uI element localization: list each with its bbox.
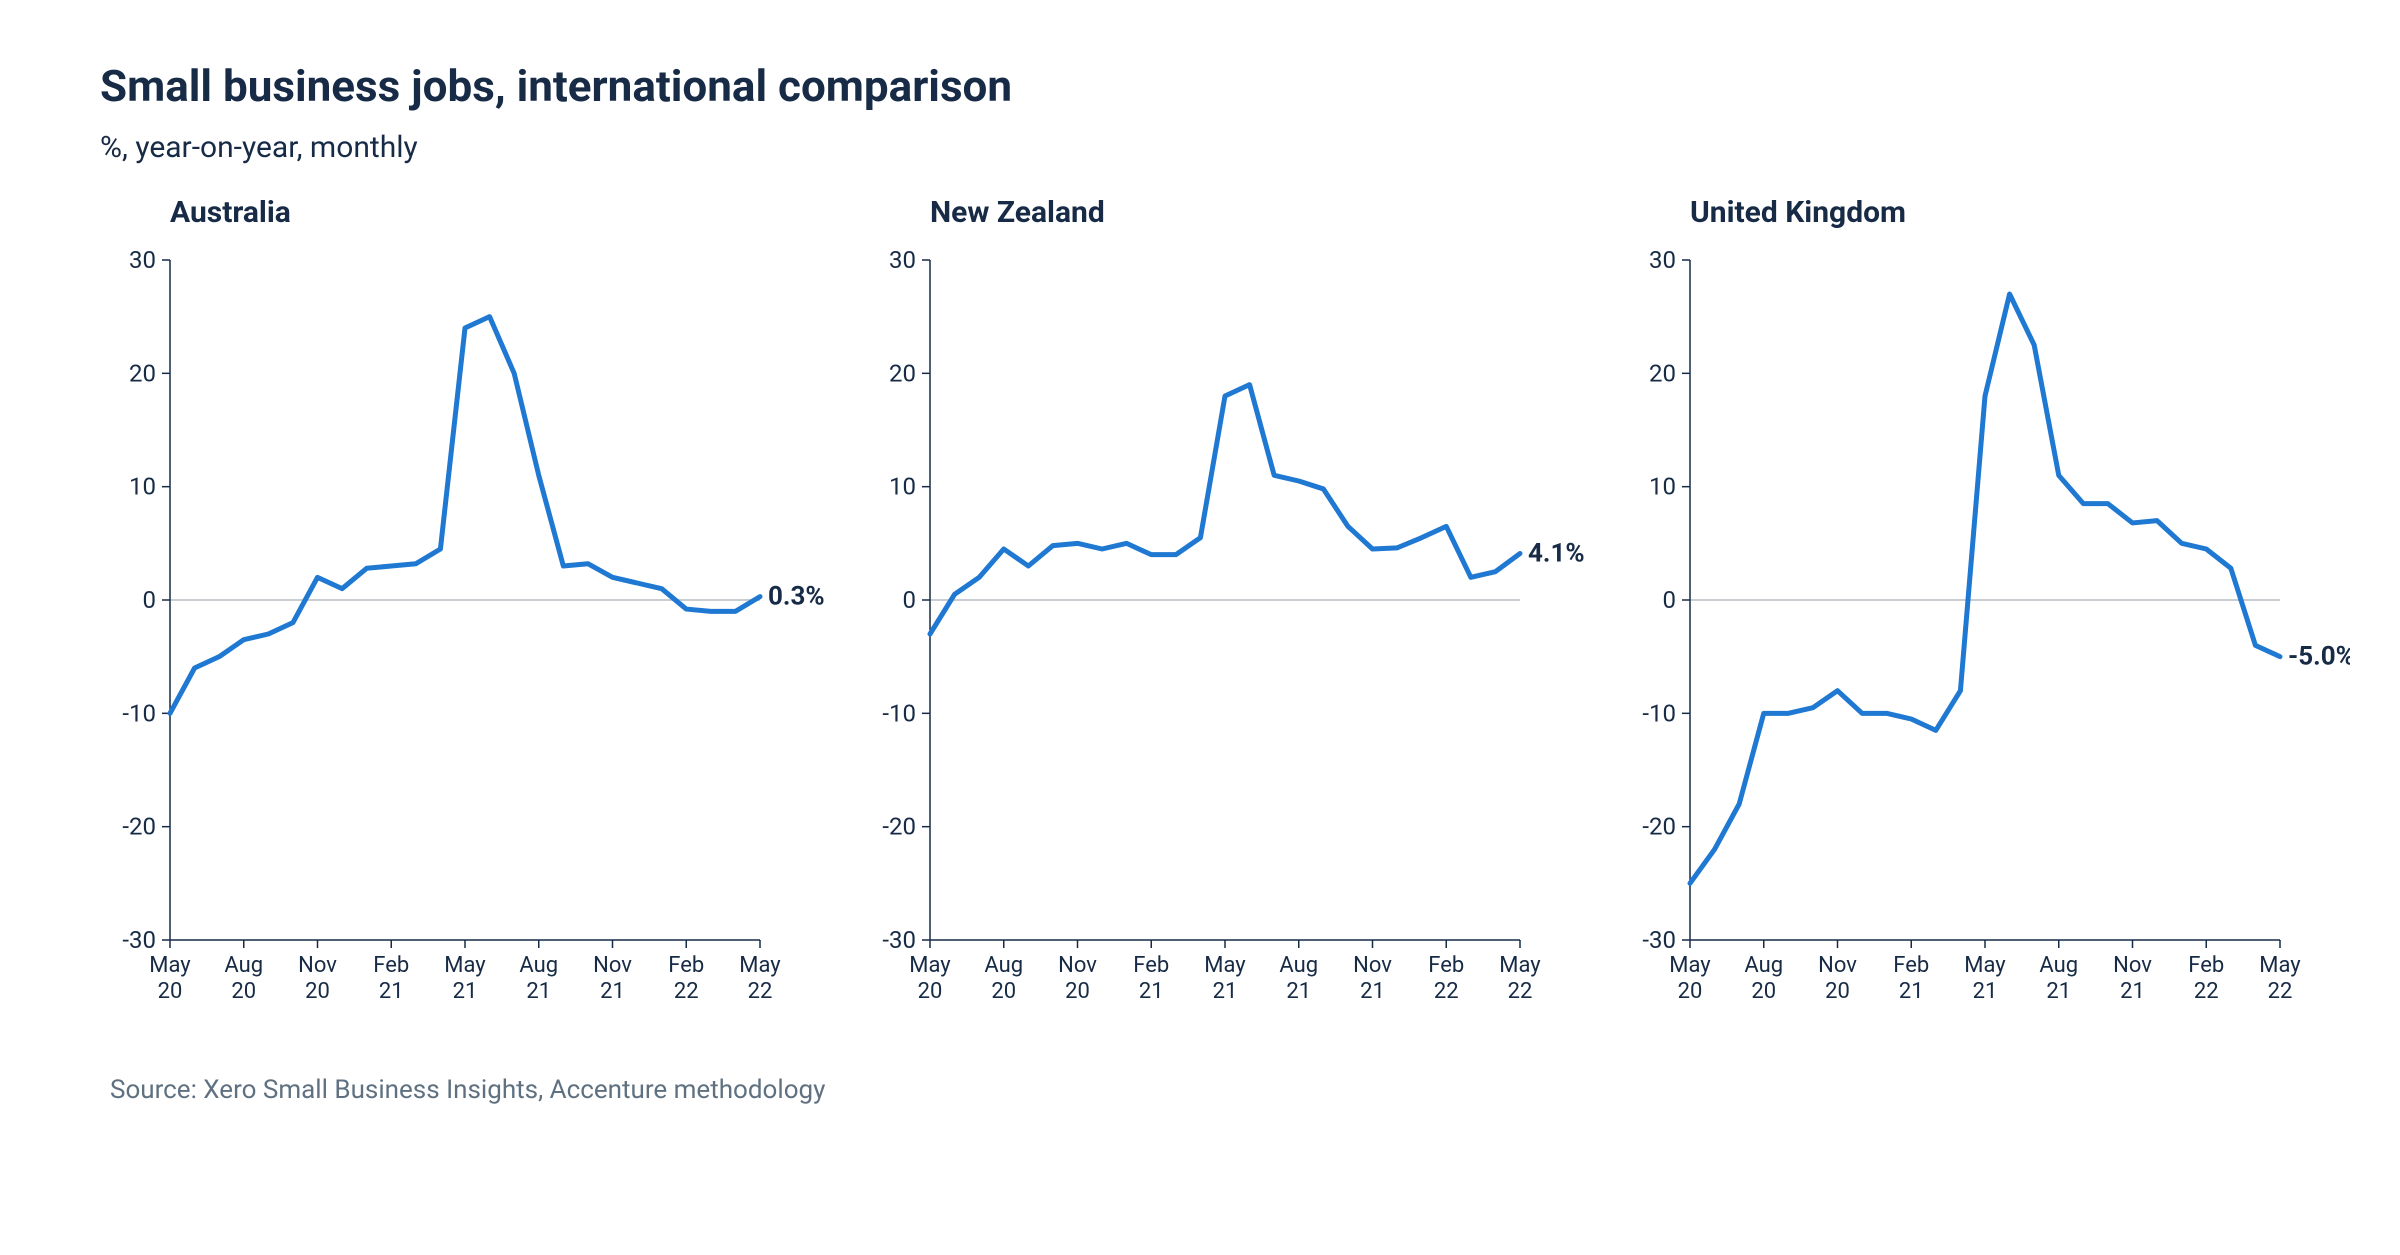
x-tick-label: Feb21: [373, 953, 409, 1004]
series-end-label: 0.3%: [768, 582, 825, 612]
x-tick-label: Aug21: [2039, 953, 2078, 1004]
y-tick-label: -20: [1642, 813, 1676, 841]
x-tick-label: May21: [444, 953, 486, 1004]
x-tick-label: May20: [149, 953, 191, 1004]
y-tick-label: 30: [889, 246, 916, 274]
charts-row: Australia -30 -20 -10 0 10 20 30 May20 Aug20 Nov2…: [100, 195, 2340, 1040]
x-tick-label: Aug21: [519, 953, 558, 1004]
x-tick-label: Nov21: [593, 953, 632, 1004]
y-tick-label: 30: [129, 246, 156, 274]
y-tick-label: 10: [1649, 473, 1676, 501]
y-tick-label: -30: [882, 926, 916, 954]
panel-new-zealand: New Zealand -30 -20 -10 0 10 20 30 May20 Aug20 No…: [860, 195, 1590, 1040]
x-tick-label: Nov20: [298, 953, 337, 1004]
x-tick-label: Nov21: [1353, 953, 1392, 1004]
x-tick-label: Feb22: [1428, 953, 1464, 1004]
y-tick-label: 10: [889, 473, 916, 501]
x-tick-label: May22: [1499, 953, 1541, 1004]
series-line: [1690, 294, 2280, 883]
plot: -30 -20 -10 0 10 20 30 May20 Aug20 Nov20 Feb21 May2…: [1620, 240, 2350, 1040]
x-tick-label: Aug20: [1744, 953, 1783, 1004]
x-tick-label: May20: [909, 953, 951, 1004]
panel-united-kingdom: United Kingdom -30 -20 -10 0 10 20 30 May20 Aug2…: [1620, 195, 2350, 1040]
x-tick-label: Feb22: [668, 953, 704, 1004]
y-tick-label: -20: [882, 813, 916, 841]
x-tick-label: Aug20: [984, 953, 1023, 1004]
y-tick-label: -10: [882, 699, 916, 727]
x-tick-label: Feb21: [1893, 953, 1929, 1004]
x-tick-label: May22: [2259, 953, 2301, 1004]
series-end-label: -5.0%: [2288, 642, 2350, 672]
x-tick-label: May21: [1964, 953, 2006, 1004]
x-tick-label: Nov20: [1058, 953, 1097, 1004]
x-tick-label: Aug20: [224, 953, 263, 1004]
x-tick-label: Feb22: [2188, 953, 2224, 1004]
y-tick-label: 20: [1649, 359, 1676, 387]
plot: -30 -20 -10 0 10 20 30 May20 Aug20 Nov20 Feb21 May2…: [860, 240, 1590, 1040]
plot: -30 -20 -10 0 10 20 30 May20 Aug20 Nov20 Feb21 May2…: [100, 240, 830, 1040]
chart-subtitle: %, year-on-year, monthly: [100, 130, 2340, 165]
y-tick-label: -10: [1642, 699, 1676, 727]
y-tick-label: -30: [122, 926, 156, 954]
y-tick-label: 30: [1649, 246, 1676, 274]
series-end-label: 4.1%: [1528, 539, 1585, 569]
y-tick-label: -20: [122, 813, 156, 841]
y-tick-label: -30: [1642, 926, 1676, 954]
source-text: Source: Xero Small Business Insights, Ac…: [110, 1075, 2340, 1105]
x-tick-label: Nov20: [1818, 953, 1857, 1004]
x-tick-label: Nov21: [2113, 953, 2152, 1004]
y-tick-label: 0: [903, 586, 917, 614]
y-tick-label: 20: [889, 359, 916, 387]
x-tick-label: Aug21: [1279, 953, 1318, 1004]
y-tick-label: -10: [122, 699, 156, 727]
x-tick-label: May21: [1204, 953, 1246, 1004]
x-tick-label: Feb21: [1133, 953, 1169, 1004]
y-tick-label: 20: [129, 359, 156, 387]
panel-title: United Kingdom: [1690, 195, 2350, 230]
y-tick-label: 10: [129, 473, 156, 501]
panel-australia: Australia -30 -20 -10 0 10 20 30 May20 Aug20 Nov2…: [100, 195, 830, 1040]
series-line: [930, 385, 1520, 634]
y-tick-label: 0: [143, 586, 157, 614]
series-line: [170, 317, 760, 714]
panel-title: Australia: [170, 195, 830, 230]
x-tick-label: May20: [1669, 953, 1711, 1004]
chart-title: Small business jobs, international compa…: [100, 60, 2340, 112]
x-tick-label: May22: [739, 953, 781, 1004]
y-tick-label: 0: [1663, 586, 1677, 614]
panel-title: New Zealand: [930, 195, 1590, 230]
